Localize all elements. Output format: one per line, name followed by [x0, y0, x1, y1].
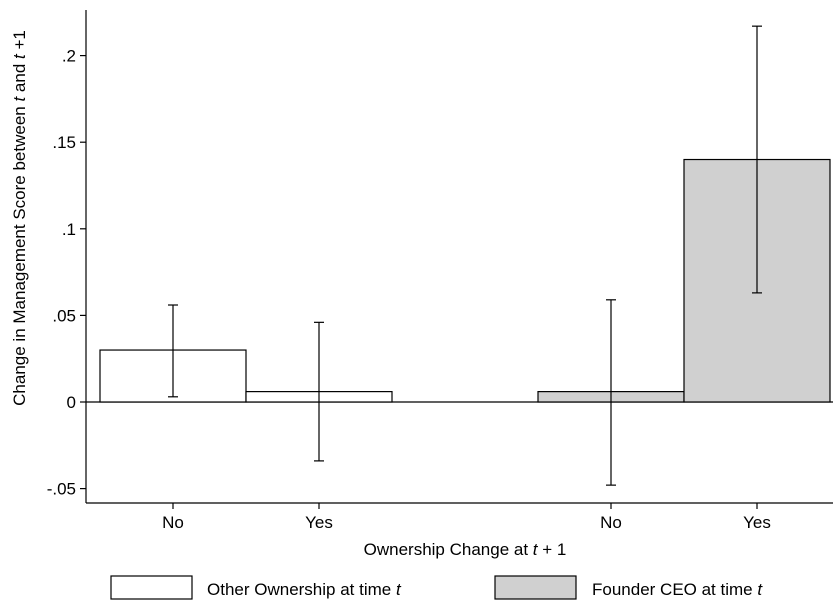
legend-swatch — [110, 575, 193, 600]
y-tick-label: -.05 — [47, 480, 76, 499]
y-tick-label: .1 — [62, 220, 76, 239]
x-tick-label: Yes — [305, 513, 333, 532]
legend-label: Founder CEO at time t — [592, 580, 763, 599]
x-tick-label: No — [162, 513, 184, 532]
y-tick-label: .2 — [62, 47, 76, 66]
y-axis-ticks: -.05 0 .05 .1 .15 .2 — [47, 47, 86, 499]
legend-label: Other Ownership at time t — [207, 580, 402, 599]
x-axis-ticks: No Yes No Yes — [162, 503, 771, 532]
y-tick-label: .15 — [52, 133, 76, 152]
x-tick-label: Yes — [743, 513, 771, 532]
bars — [99, 158, 831, 403]
x-tick-label: No — [600, 513, 622, 532]
y-axis-title: Change in Management Score between t and… — [10, 30, 29, 406]
y-tick-label: 0 — [67, 393, 76, 412]
legend: Other Ownership at time t Founder CEO at … — [110, 575, 763, 600]
y-tick-label: .05 — [52, 306, 76, 325]
x-axis-title: Ownership Change at t + 1 — [364, 540, 567, 559]
error-bars — [168, 25, 762, 486]
legend-swatch — [494, 575, 577, 600]
